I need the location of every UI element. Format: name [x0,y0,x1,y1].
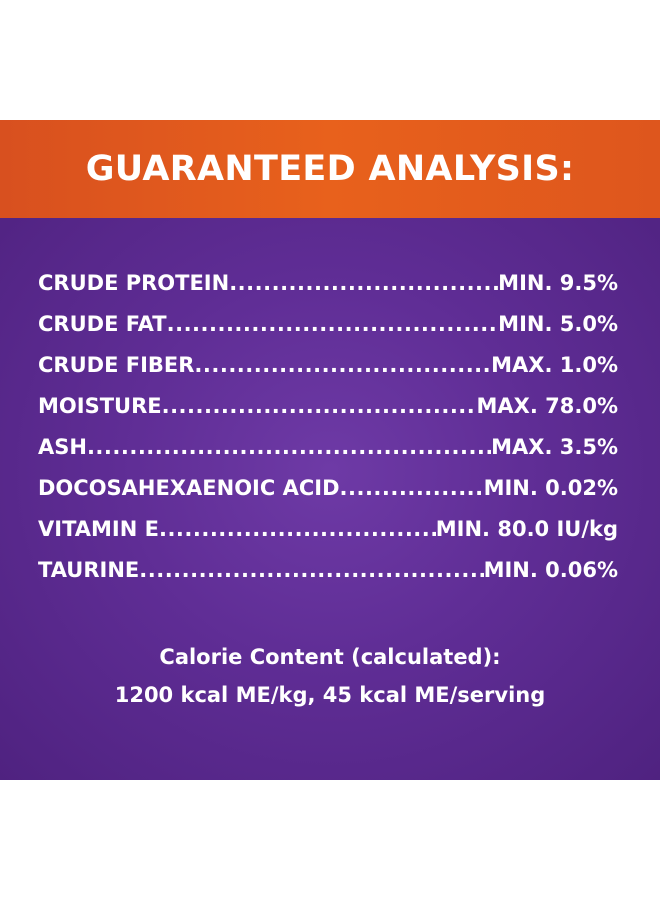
analysis-row-crude-protein: CRUDE PROTEIN ..........................… [38,271,618,312]
nutrient-label: DOCOSAHEXAENOIC ACID [38,476,340,500]
dot-leader: ........................................… [339,476,484,500]
analysis-row-dha: DOCOSAHEXAENOIC ACID ...................… [38,476,618,517]
guaranteed-analysis-panel: GUARANTEED ANALYSIS: CRUDE PROTEIN .....… [0,120,660,780]
analysis-row-ash: ASH ....................................… [38,435,618,476]
analysis-row-crude-fiber: CRUDE FIBER ............................… [38,353,618,394]
dot-leader: ........................................… [161,394,477,418]
nutrient-value: MIN. 5.0% [498,312,618,336]
nutrient-value: MAX. 78.0% [476,394,618,418]
nutrient-label: MOISTURE [38,394,162,418]
dot-leader: ........................................… [86,435,491,459]
dot-leader: ........................................… [229,271,498,295]
nutrient-label: CRUDE FAT [38,312,167,336]
nutrient-value: MAX. 3.5% [491,435,618,459]
dot-leader: ........................................… [166,312,499,336]
dot-leader: ........................................… [158,517,436,541]
dot-leader: ........................................… [139,558,484,582]
nutrient-value: MAX. 1.0% [491,353,618,377]
panel-title: GUARANTEED ANALYSIS: [85,149,575,189]
analysis-body: CRUDE PROTEIN ..........................… [0,218,660,780]
dot-leader: ........................................… [194,353,492,377]
analysis-row-crude-fat: CRUDE FAT ..............................… [38,312,618,353]
analysis-list: CRUDE PROTEIN ..........................… [38,271,618,599]
nutrient-value: MIN. 0.02% [483,476,618,500]
nutrient-label: CRUDE PROTEIN [38,271,230,295]
nutrient-label: ASH [38,435,87,459]
nutrient-label: VITAMIN E [38,517,159,541]
analysis-row-vitamin-e: VITAMIN E ..............................… [38,517,618,558]
nutrient-value: MIN. 0.06% [483,558,618,582]
analysis-row-moisture: MOISTURE ...............................… [38,394,618,435]
header-banner: GUARANTEED ANALYSIS: [0,120,660,218]
calorie-values: 1200 kcal ME/kg, 45 kcal ME/serving [114,683,546,707]
nutrient-label: TAURINE [38,558,140,582]
nutrient-value: MIN. 9.5% [498,271,618,295]
calorie-heading: Calorie Content (calculated): [159,645,501,669]
analysis-row-taurine: TAURINE ................................… [38,558,618,599]
calorie-content: Calorie Content (calculated): 1200 kcal … [0,638,660,714]
nutrient-label: CRUDE FIBER [38,353,195,377]
nutrient-value: MIN. 80.0 IU/kg [435,517,618,541]
